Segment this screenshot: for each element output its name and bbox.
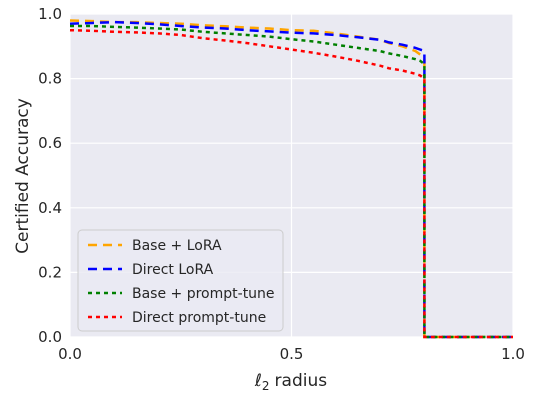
x-axis-label-symbol: ℓ (254, 371, 262, 391)
legend-label: Direct prompt-tune (132, 310, 266, 326)
y-axis-label: Certified Accuracy (13, 98, 33, 254)
x-tick-label: 1.0 (501, 345, 525, 363)
y-tick-label: 0.2 (38, 263, 62, 281)
x-tick-label: 0.5 (280, 345, 304, 363)
y-tick-label: 0.6 (38, 134, 62, 152)
x-tick-labels: 0.0 0.5 1.0 (58, 345, 525, 363)
x-axis-label-subscript: 2 (262, 379, 270, 393)
y-tick-label: 1.0 (38, 5, 62, 23)
x-axis-label: ℓ2 radius (254, 371, 327, 393)
legend-box (77, 229, 284, 332)
x-tick-label: 0.0 (58, 345, 82, 363)
series-layer (69, 19, 513, 339)
grid-lines (69, 13, 514, 338)
x-axis-label-text: radius (275, 371, 328, 391)
y-tick-label: 0.0 (38, 328, 62, 346)
y-tick-labels: 0.0 0.2 0.4 0.6 0.8 1.0 (38, 5, 62, 346)
y-tick-label: 0.8 (38, 70, 62, 88)
legend: Base + LoRA Direct LoRA Base + prompt-tune… (77, 229, 284, 332)
legend-label: Base + prompt-tune (132, 286, 275, 302)
series-line-base-prompt-tune (70, 24, 513, 339)
legend-label: Direct LoRA (132, 262, 214, 278)
legend-label: Base + LoRA (132, 238, 222, 254)
series-line-direct-lora (69, 20, 513, 339)
y-tick-label: 0.4 (38, 199, 62, 217)
